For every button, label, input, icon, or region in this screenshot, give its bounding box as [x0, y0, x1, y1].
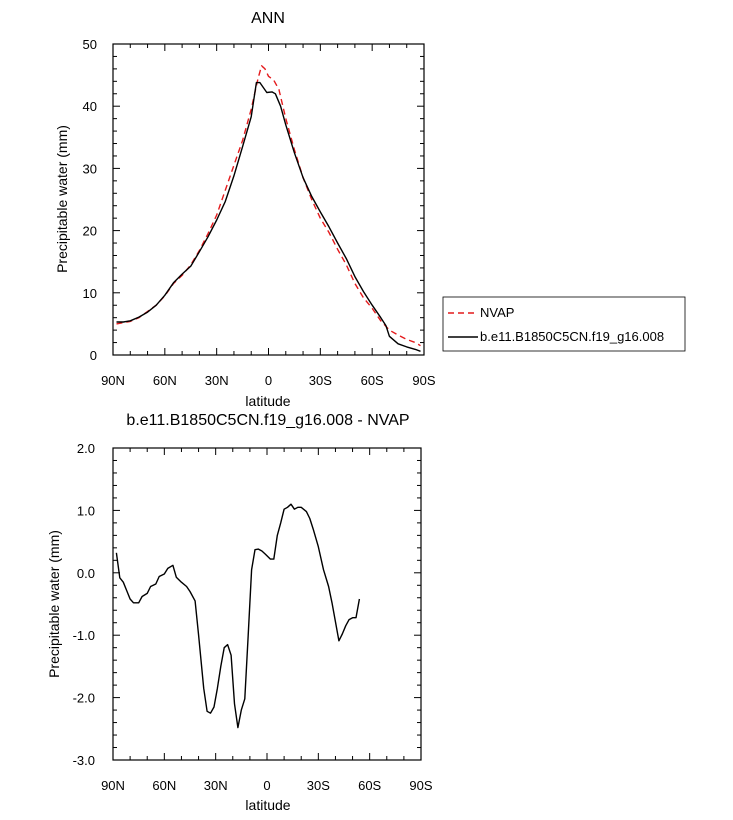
- top-y-tick-label: 40: [83, 99, 97, 114]
- bottom-ticks: [112, 447, 422, 761]
- top-y-tick-labels: 0 10 20 30 40 50: [83, 37, 97, 363]
- bottom-x-tick-label: 0: [263, 778, 270, 793]
- top-x-tick-label: 60N: [153, 373, 177, 388]
- bottom-x-tick-label: 60N: [152, 778, 176, 793]
- bottom-x-axis-label: latitude: [245, 797, 290, 813]
- bottom-x-tick-label: 90S: [409, 778, 432, 793]
- bottom-y-tick-label: -1.0: [73, 628, 95, 643]
- bottom-y-tick-label: 1.0: [77, 503, 95, 518]
- top-y-tick-label: 10: [83, 286, 97, 301]
- top-ticks: [112, 43, 425, 356]
- bottom-x-tick-label: 60S: [358, 778, 381, 793]
- bottom-chart-title: b.e11.B1850C5CN.f19_g16.008 - NVAP: [126, 412, 409, 429]
- legend-label-model: b.e11.B1850C5CN.f19_g16.008: [480, 329, 664, 344]
- bottom-plot-frame: [112, 447, 422, 761]
- top-x-tick-label: 0: [265, 373, 272, 388]
- legend: NVAP b.e11.B1850C5CN.f19_g16.008: [442, 296, 686, 352]
- top-x-tick-label: 90S: [412, 373, 435, 388]
- bottom-x-tick-label: 90N: [101, 778, 125, 793]
- bottom-series-line-0: [115, 503, 361, 729]
- top-y-tick-label: 0: [90, 348, 97, 363]
- bottom-y-tick-labels: 2.0 1.0 0.0 -1.0 -2.0 -3.0: [73, 441, 95, 768]
- bottom-y-tick-label: 0.0: [77, 566, 95, 581]
- top-chart-title: ANN: [251, 10, 285, 27]
- legend-label-nvap: NVAP: [480, 305, 514, 320]
- top-series-lines: [116, 65, 421, 352]
- top-x-tick-labels: 90N 60N 30N 0 30S 60S 90S: [101, 373, 436, 388]
- top-x-tick-label: 30S: [309, 373, 332, 388]
- bottom-y-tick-label: -2.0: [73, 691, 95, 706]
- top-series-line-1: [116, 81, 421, 352]
- top-y-axis-label: Precipitable water (mm): [54, 125, 70, 273]
- top-x-tick-label: 90N: [101, 373, 125, 388]
- top-series-line-0: [116, 65, 421, 347]
- bottom-y-axis-label: Precipitable water (mm): [46, 530, 62, 678]
- bottom-x-tick-label: 30N: [204, 778, 228, 793]
- bottom-panel: b.e11.B1850C5CN.f19_g16.008 - NVAP 90N 6…: [46, 412, 433, 813]
- bottom-y-tick-label: 2.0: [77, 441, 95, 456]
- bottom-x-tick-label: 30S: [307, 778, 330, 793]
- top-x-tick-label: 30N: [205, 373, 229, 388]
- top-plot-frame: [112, 43, 425, 356]
- bottom-x-tick-labels: 90N 60N 30N 0 30S 60S 90S: [101, 778, 433, 793]
- top-x-axis-label: latitude: [245, 393, 290, 409]
- bottom-series-lines: [115, 503, 361, 729]
- bottom-y-tick-label: -3.0: [73, 753, 95, 768]
- top-y-tick-label: 50: [83, 37, 97, 52]
- top-x-tick-label: 60S: [361, 373, 384, 388]
- top-y-tick-label: 30: [83, 161, 97, 176]
- top-panel: ANN 90N 60N 30N 0 30S 60S 90S 0 10 20 30…: [54, 10, 686, 409]
- legend-box: [442, 296, 686, 352]
- top-y-tick-label: 20: [83, 224, 97, 239]
